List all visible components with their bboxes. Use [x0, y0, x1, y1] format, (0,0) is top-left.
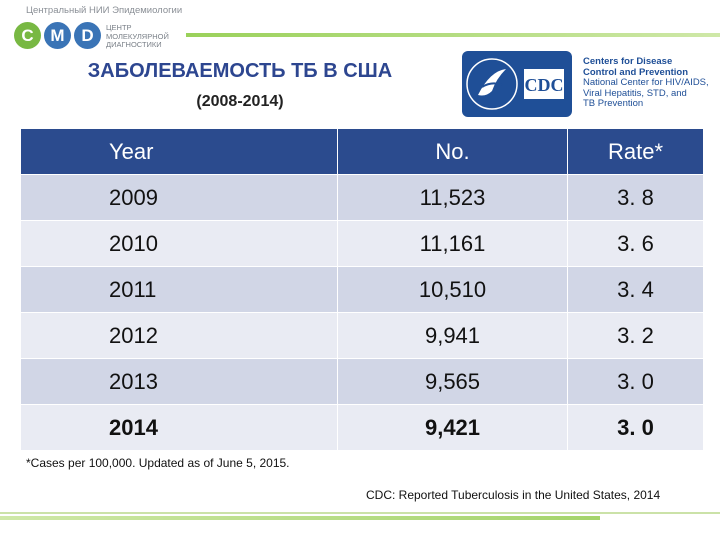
- bottom-divider-accent: [0, 516, 600, 520]
- cell-year: 2010: [20, 220, 338, 267]
- cell-rate: 3. 0: [567, 358, 704, 405]
- table-row: 2013 9,565 3. 0: [20, 358, 704, 405]
- cdc-line: Viral Hepatitis, STD, and: [583, 87, 687, 99]
- header-number: No.: [337, 128, 568, 175]
- source-citation: CDC: Reported Tuberculosis in the United…: [366, 488, 661, 502]
- bottom-divider: [0, 512, 720, 514]
- cell-rate: 3. 2: [567, 312, 704, 359]
- header-rate: Rate*: [567, 128, 704, 175]
- table-header-row: Year No. Rate*: [20, 128, 704, 175]
- header-year: Year: [20, 128, 338, 175]
- logo-letter-d: D: [74, 22, 101, 49]
- table-row: 2010 11,161 3. 6: [20, 220, 704, 267]
- cell-number: 9,421: [337, 404, 568, 451]
- top-divider: [186, 33, 720, 37]
- logo-subtitle: ЦЕНТР МОЛЕКУЛЯРНОЙ ДИАГНОСТИКИ: [106, 23, 169, 50]
- logo-subtitle-line: ДИАГНОСТИКИ: [106, 40, 162, 49]
- logo-letter-c: C: [14, 22, 41, 49]
- logo-subtitle-line: МОЛЕКУЛЯРНОЙ: [106, 31, 169, 41]
- logo-subtitle-line: ЦЕНТР: [106, 23, 132, 32]
- cell-year: 2009: [20, 174, 338, 221]
- cell-rate: 3. 8: [567, 174, 704, 221]
- logo-letter-m: M: [44, 22, 71, 49]
- cdc-line: TB Prevention: [583, 98, 644, 109]
- cdc-line: Control and Prevention: [583, 66, 689, 78]
- page-title: ЗАБОЛЕВАЕМОСТЬ ТБ В США: [87, 60, 393, 82]
- cdc-logo-text: CDC: [525, 75, 564, 95]
- cell-rate: 3. 0: [567, 404, 704, 451]
- cell-year: 2011: [20, 266, 338, 313]
- hhs-eagle-icon: CDC: [466, 58, 564, 110]
- cell-year: 2014: [20, 404, 338, 451]
- cdc-line: National Center for HIV/AIDS,: [583, 77, 709, 88]
- page-subtitle: (2008-2014): [196, 93, 284, 110]
- cdc-logo: CDC: [462, 51, 572, 117]
- table-row: 2014 9,421 3. 0: [20, 404, 704, 451]
- table-row: 2011 10,510 3. 4: [20, 266, 704, 313]
- cell-rate: 3. 6: [567, 220, 704, 267]
- cell-number: 9,565: [337, 358, 568, 405]
- cdc-line: Centers for Disease: [583, 56, 673, 67]
- cdc-agency-text: Centers for Disease Control and Preventi…: [583, 56, 718, 110]
- cell-number: 11,161: [337, 220, 568, 267]
- cell-number: 10,510: [337, 266, 568, 313]
- cell-number: 11,523: [337, 174, 568, 221]
- cmd-logo: C M D ЦЕНТР МОЛЕКУЛЯРНОЙ ДИАГНОСТИКИ: [14, 22, 174, 58]
- org-top-label: Центральный НИИ Эпидемиологии: [26, 5, 183, 16]
- footnote: *Cases per 100,000. Updated as of June 5…: [26, 456, 290, 470]
- cell-year: 2012: [20, 312, 338, 359]
- cell-year: 2013: [20, 358, 338, 405]
- table-row: 2012 9,941 3. 2: [20, 312, 704, 359]
- tb-data-table: Year No. Rate* 2009 11,523 3. 8 2010 11,…: [20, 128, 704, 451]
- table-row: 2009 11,523 3. 8: [20, 174, 704, 221]
- cell-number: 9,941: [337, 312, 568, 359]
- cell-rate: 3. 4: [567, 266, 704, 313]
